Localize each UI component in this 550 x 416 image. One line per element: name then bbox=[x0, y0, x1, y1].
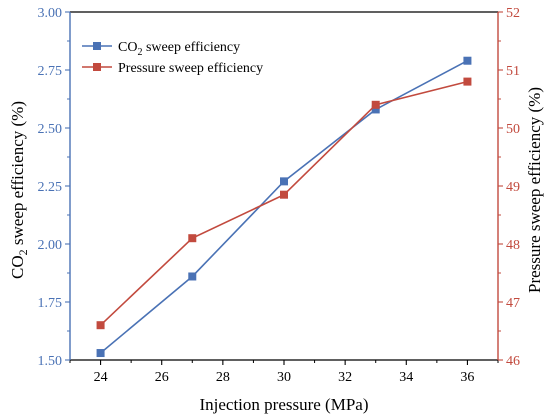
legend: CO2 sweep efficiency Pressure sweep effi… bbox=[82, 40, 263, 76]
data-point-co2 bbox=[371, 105, 380, 114]
legend-label-co2: CO2 sweep efficiency bbox=[118, 40, 240, 58]
y-left-tick-label: 3.00 bbox=[38, 6, 63, 21]
data-point-co2 bbox=[280, 177, 288, 186]
x-tick-label: 24 bbox=[94, 370, 108, 385]
y-right-tick-label: 47 bbox=[506, 296, 520, 311]
y-right-tick-label: 46 bbox=[506, 354, 520, 369]
x-tick-label: 36 bbox=[460, 370, 474, 385]
data-point-pressure bbox=[371, 100, 380, 109]
y-right-tick-label: 49 bbox=[506, 180, 520, 195]
x-axis-title: Injection pressure (MPa) bbox=[199, 395, 368, 414]
data-point-pressure bbox=[463, 77, 472, 86]
x-tick-label: 26 bbox=[155, 370, 169, 385]
x-tick-label: 30 bbox=[277, 370, 291, 385]
y-left-tick-label: 2.25 bbox=[38, 180, 63, 195]
y-axis-left: 1.50 1.75 2.00 2.25 2.50 2.75 3.00 bbox=[38, 6, 70, 369]
y-right-tick-label: 50 bbox=[506, 122, 520, 137]
series-layer bbox=[96, 56, 472, 358]
legend-marker-co2 bbox=[93, 42, 101, 50]
y-right-tick-label: 52 bbox=[506, 6, 520, 21]
series-line-pressure bbox=[100, 80, 468, 326]
y-axis-right: 46 47 48 49 50 51 52 bbox=[498, 6, 520, 369]
data-point-co2 bbox=[96, 349, 105, 358]
data-point-pressure bbox=[188, 234, 197, 243]
data-point-co2 bbox=[188, 272, 197, 281]
y-right-tick-label: 48 bbox=[506, 238, 520, 253]
data-point-pressure bbox=[280, 190, 288, 199]
legend-item-pressure: Pressure sweep efficiency bbox=[82, 61, 263, 76]
y-left-tick-label: 2.75 bbox=[38, 64, 63, 79]
series-line-co2 bbox=[100, 60, 468, 354]
x-tick-label: 32 bbox=[338, 370, 352, 385]
y-left-tick-label: 2.00 bbox=[38, 238, 63, 253]
y-left-tick-label: 1.75 bbox=[38, 296, 63, 311]
data-point-pressure bbox=[96, 321, 105, 330]
legend-item-co2: CO2 sweep efficiency bbox=[82, 40, 240, 58]
y-left-tick-label: 1.50 bbox=[38, 354, 63, 369]
legend-marker-pressure bbox=[93, 63, 101, 71]
x-tick-label: 34 bbox=[399, 370, 413, 385]
legend-label-pressure: Pressure sweep efficiency bbox=[118, 61, 263, 76]
data-point-co2 bbox=[463, 56, 472, 65]
y-right-tick-label: 51 bbox=[506, 64, 520, 79]
x-axis: 24 26 28 30 32 34 36 bbox=[69, 360, 499, 385]
y-left-tick-label: 2.50 bbox=[38, 122, 63, 137]
y-axis-right-title: Pressure sweep efficiency (%) bbox=[525, 87, 544, 293]
y-axis-left-title: CO2 sweep efficiency (%) bbox=[8, 101, 30, 279]
x-tick-label: 28 bbox=[216, 370, 230, 385]
